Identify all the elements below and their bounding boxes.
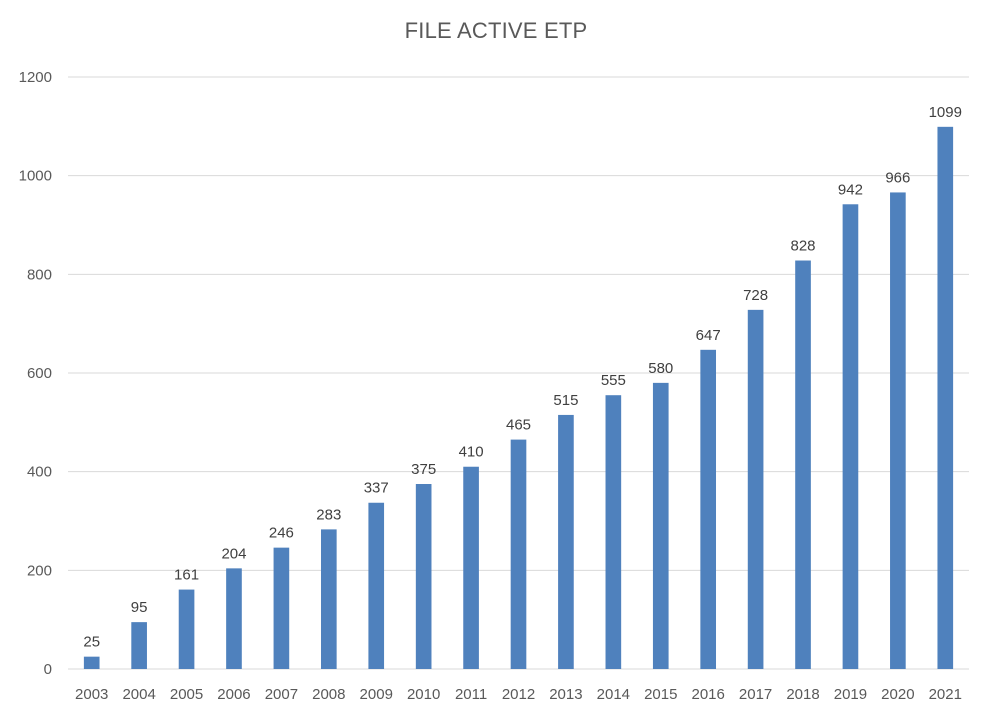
data-label-2009: 337 (364, 480, 389, 497)
bar-2013 (558, 414, 574, 669)
data-labels: 25 95 161 204 246 283 337 375 410 465 515 555 580 647… (83, 104, 962, 651)
x-tick-label-2012: 2012 (502, 686, 535, 703)
bar-2018 (795, 260, 811, 669)
data-label-2016: 647 (696, 327, 721, 344)
data-label-2003: 25 (83, 634, 100, 651)
x-tick-label-2021: 2021 (929, 686, 962, 703)
bar-2021 (937, 126, 954, 670)
x-tick-label-2020: 2020 (881, 686, 914, 703)
bar-2007 (273, 547, 290, 669)
bar-2017 (747, 309, 764, 669)
bar-2019 (842, 204, 859, 669)
bar-2006 (226, 568, 242, 669)
bar-2020 (890, 192, 906, 669)
x-tick-label-2014: 2014 (597, 686, 630, 703)
x-tick-label-2005: 2005 (170, 686, 203, 703)
bar-2012 (510, 439, 527, 669)
x-tick-label-2019: 2019 (834, 686, 867, 703)
data-label-2007: 246 (269, 525, 294, 542)
x-tick-label-2013: 2013 (549, 686, 582, 703)
x-tick-label-2008: 2008 (312, 686, 345, 703)
bar-2015 (652, 382, 669, 669)
y-tick-label-0: 0 (44, 661, 52, 678)
y-tick-label-200: 200 (27, 562, 52, 579)
data-label-2015: 580 (648, 360, 673, 377)
bar-2010 (415, 484, 432, 669)
chart-title: FILE ACTIVE ETP (404, 18, 588, 43)
data-label-2006: 204 (221, 545, 246, 562)
data-label-2013: 515 (553, 392, 578, 409)
y-axis-tick-labels: 0 200 400 600 800 1000 1200 (19, 69, 52, 678)
data-label-2012: 465 (506, 417, 531, 434)
bar-2009 (368, 502, 385, 669)
y-tick-label-400: 400 (27, 464, 52, 481)
y-tick-label-1000: 1000 (19, 168, 52, 185)
x-tick-label-2007: 2007 (265, 686, 298, 703)
x-tick-label-2016: 2016 (691, 686, 724, 703)
y-tick-label-1200: 1200 (19, 69, 52, 86)
data-label-2011: 410 (459, 444, 484, 461)
x-axis-tick-labels: 2003 2004 2005 2006 2007 2008 2009 2010 2011 2012… (75, 686, 962, 703)
data-label-2005: 161 (174, 567, 199, 584)
y-tick-label-600: 600 (27, 365, 52, 382)
y-tick-label-800: 800 (27, 266, 52, 283)
x-tick-label-2010: 2010 (407, 686, 440, 703)
x-tick-label-2018: 2018 (786, 686, 819, 703)
data-label-2010: 375 (411, 461, 436, 478)
data-label-2004: 95 (131, 599, 148, 616)
bar-2016 (700, 349, 717, 669)
bar-2005 (178, 589, 195, 669)
x-tick-label-2011: 2011 (455, 686, 487, 703)
data-label-2018: 828 (791, 238, 816, 255)
x-tick-label-2004: 2004 (122, 686, 155, 703)
x-tick-label-2009: 2009 (360, 686, 393, 703)
bar-2003 (83, 656, 100, 669)
x-tick-label-2017: 2017 (739, 686, 772, 703)
x-tick-label-2006: 2006 (217, 686, 250, 703)
bar-2008 (320, 529, 337, 669)
bar-2011 (463, 466, 479, 669)
data-label-2019: 942 (838, 181, 863, 198)
x-tick-label-2015: 2015 (644, 686, 677, 703)
data-label-2017: 728 (743, 287, 768, 304)
bar-2014 (605, 395, 622, 669)
data-label-2014: 555 (601, 372, 626, 389)
data-label-2008: 283 (316, 506, 341, 523)
bars (83, 126, 954, 670)
data-label-2020: 966 (885, 169, 910, 186)
x-tick-label-2003: 2003 (75, 686, 108, 703)
bar-2004 (131, 622, 147, 669)
data-label-2021: 1099 (929, 104, 962, 121)
